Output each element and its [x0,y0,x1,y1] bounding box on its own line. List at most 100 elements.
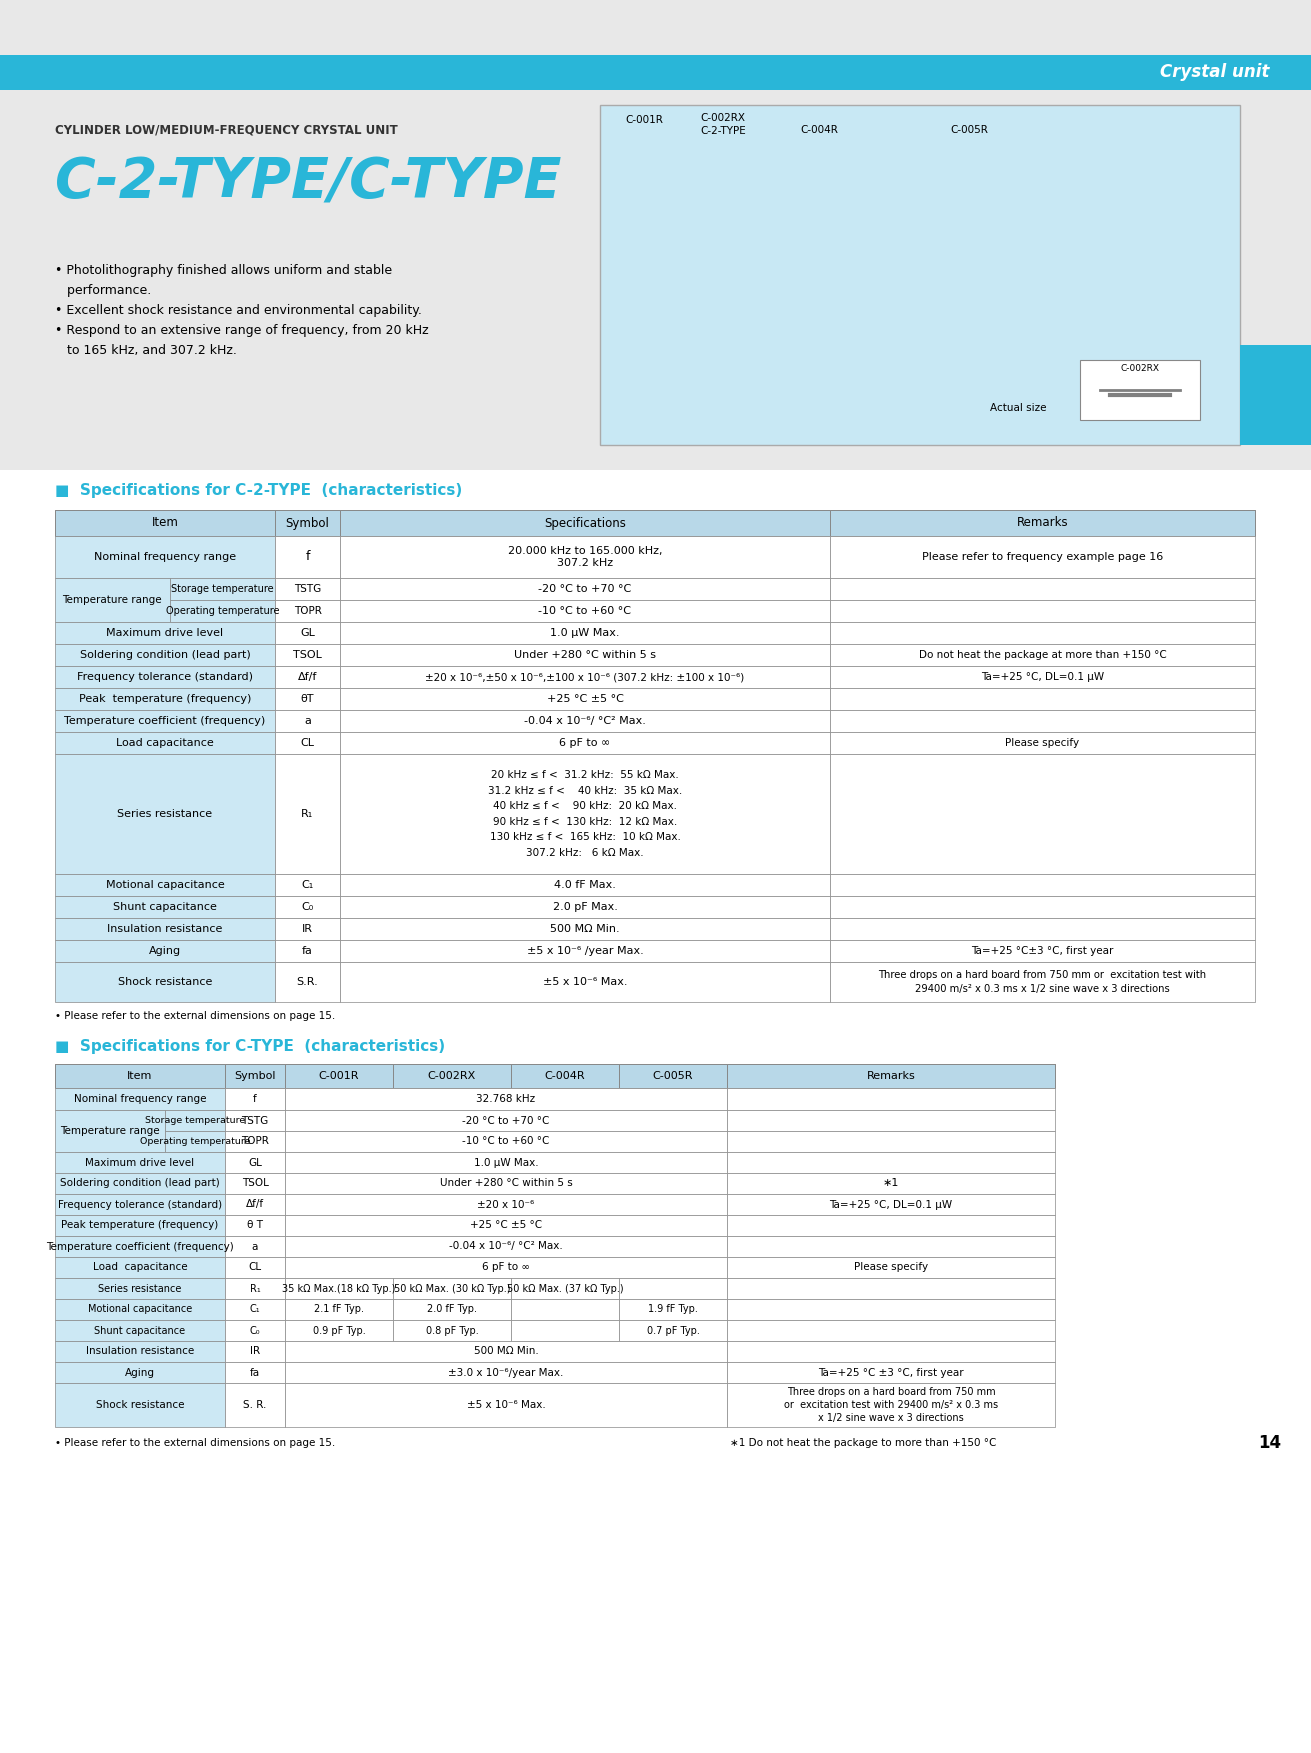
Text: Maximum drive level: Maximum drive level [106,628,224,638]
Bar [340,896,830,919]
Text: performance.: performance. [55,284,151,296]
Bar [55,1110,165,1152]
Bar [275,710,340,733]
Text: TSTG: TSTG [241,1115,269,1125]
Text: C-002RX: C-002RX [427,1071,476,1082]
Bar [830,687,1255,710]
Bar [55,510,1255,536]
Bar [511,1064,619,1089]
Bar [340,622,830,643]
Text: 1.0 μW Max.: 1.0 μW Max. [551,628,620,638]
Bar [275,754,340,875]
Text: C-002RX: C-002RX [700,112,745,123]
Text: C-004R: C-004R [544,1071,585,1082]
Text: IR: IR [302,924,313,934]
Bar [830,733,1255,754]
Bar [511,1278,619,1299]
Text: ±5 x 10⁻⁶ Max.: ±5 x 10⁻⁶ Max. [543,976,627,987]
Text: Series resistance: Series resistance [118,808,212,819]
Bar [55,1383,225,1427]
Text: f: f [253,1094,257,1104]
Bar [619,1320,728,1341]
Bar [275,578,340,600]
Bar [55,1064,225,1089]
Text: 14: 14 [1259,1434,1282,1451]
Bar [55,1236,225,1257]
Bar [225,1064,284,1089]
Text: fa: fa [302,947,313,955]
Bar [225,1215,284,1236]
Text: Shock resistance: Shock resistance [118,976,212,987]
Bar [511,1320,619,1341]
Text: 50 kΩ Max. (30 kΩ Typ.): 50 kΩ Max. (30 kΩ Typ.) [393,1283,510,1294]
Bar [511,1299,619,1320]
Bar [340,875,830,896]
Text: θT: θT [300,694,315,705]
Bar [55,710,275,733]
Text: ±3.0 x 10⁻⁶/year Max.: ±3.0 x 10⁻⁶/year Max. [448,1367,564,1378]
Bar [55,1089,225,1110]
Text: Insulation resistance: Insulation resistance [108,924,223,934]
Text: TSOL: TSOL [294,650,323,659]
Text: Δf/f: Δf/f [246,1199,264,1210]
Bar [55,940,275,962]
Text: Aging: Aging [125,1367,155,1378]
Bar [55,1257,225,1278]
Text: ±5 x 10⁻⁶ /year Max.: ±5 x 10⁻⁶ /year Max. [527,947,644,955]
Bar [55,1194,225,1215]
Text: C-2-TYPE/C-TYPE: C-2-TYPE/C-TYPE [55,154,561,209]
Text: Δf/f: Δf/f [298,671,317,682]
Text: Temperature coefficient (frequency): Temperature coefficient (frequency) [64,715,266,726]
Text: ∗1 Do not heat the package to more than +150 °C: ∗1 Do not heat the package to more than … [730,1437,996,1448]
Bar [225,1173,284,1194]
Text: θ T: θ T [246,1220,264,1231]
Text: Item: Item [152,517,178,529]
Text: Frequency tolerance (standard): Frequency tolerance (standard) [77,671,253,682]
Text: -0.04 x 10⁻⁶/ °C² Max.: -0.04 x 10⁻⁶/ °C² Max. [524,715,646,726]
Text: 35 kΩ Max.(18 kΩ Typ.): 35 kΩ Max.(18 kΩ Typ.) [282,1283,396,1294]
Text: IR: IR [250,1346,260,1357]
Bar [275,510,340,536]
Text: ∗1: ∗1 [882,1178,899,1189]
Bar [284,1236,728,1257]
Text: Shunt capacitance: Shunt capacitance [113,903,216,912]
Bar [393,1064,511,1089]
Text: to 165 kHz, and 307.2 kHz.: to 165 kHz, and 307.2 kHz. [55,344,237,356]
Text: CL: CL [249,1262,262,1273]
Bar [284,1173,728,1194]
Text: 20.000 kHz to 165.000 kHz,
307.2 kHz: 20.000 kHz to 165.000 kHz, 307.2 kHz [507,547,662,568]
Bar [275,536,340,578]
Text: Series resistance: Series resistance [98,1283,182,1294]
Bar [165,1110,225,1131]
Bar [225,1194,284,1215]
Text: Specifications: Specifications [544,517,625,529]
Bar [284,1110,728,1131]
Bar [340,919,830,940]
Text: • Excellent shock resistance and environmental capability.: • Excellent shock resistance and environ… [55,303,422,317]
Text: 32.768 kHz: 32.768 kHz [476,1094,536,1104]
Text: Symbol: Symbol [286,517,329,529]
Text: 6 pF to ∞: 6 pF to ∞ [482,1262,530,1273]
Text: -10 °C to +60 °C: -10 °C to +60 °C [539,607,632,615]
Text: TOPR: TOPR [294,607,321,615]
Bar [728,1320,1055,1341]
Bar [284,1089,728,1110]
Bar [393,1320,511,1341]
Text: Ta=+25 °C, DL=0.1 μW: Ta=+25 °C, DL=0.1 μW [830,1199,953,1210]
Bar [55,1173,225,1194]
Text: Soldering condition (lead part): Soldering condition (lead part) [80,650,250,659]
Bar [284,1341,728,1362]
Text: Storage temperature: Storage temperature [146,1117,245,1125]
Text: 1.9 fF Typ.: 1.9 fF Typ. [648,1304,697,1315]
Bar [1240,345,1311,445]
Bar [830,643,1255,666]
Text: Ta=+25 °C±3 °C, first year: Ta=+25 °C±3 °C, first year [971,947,1113,955]
Bar [275,940,340,962]
Bar [55,666,275,687]
Text: f: f [305,550,309,563]
Text: TSOL: TSOL [241,1178,269,1189]
Bar [830,510,1255,536]
Bar [55,622,275,643]
Bar [340,733,830,754]
Bar [275,896,340,919]
